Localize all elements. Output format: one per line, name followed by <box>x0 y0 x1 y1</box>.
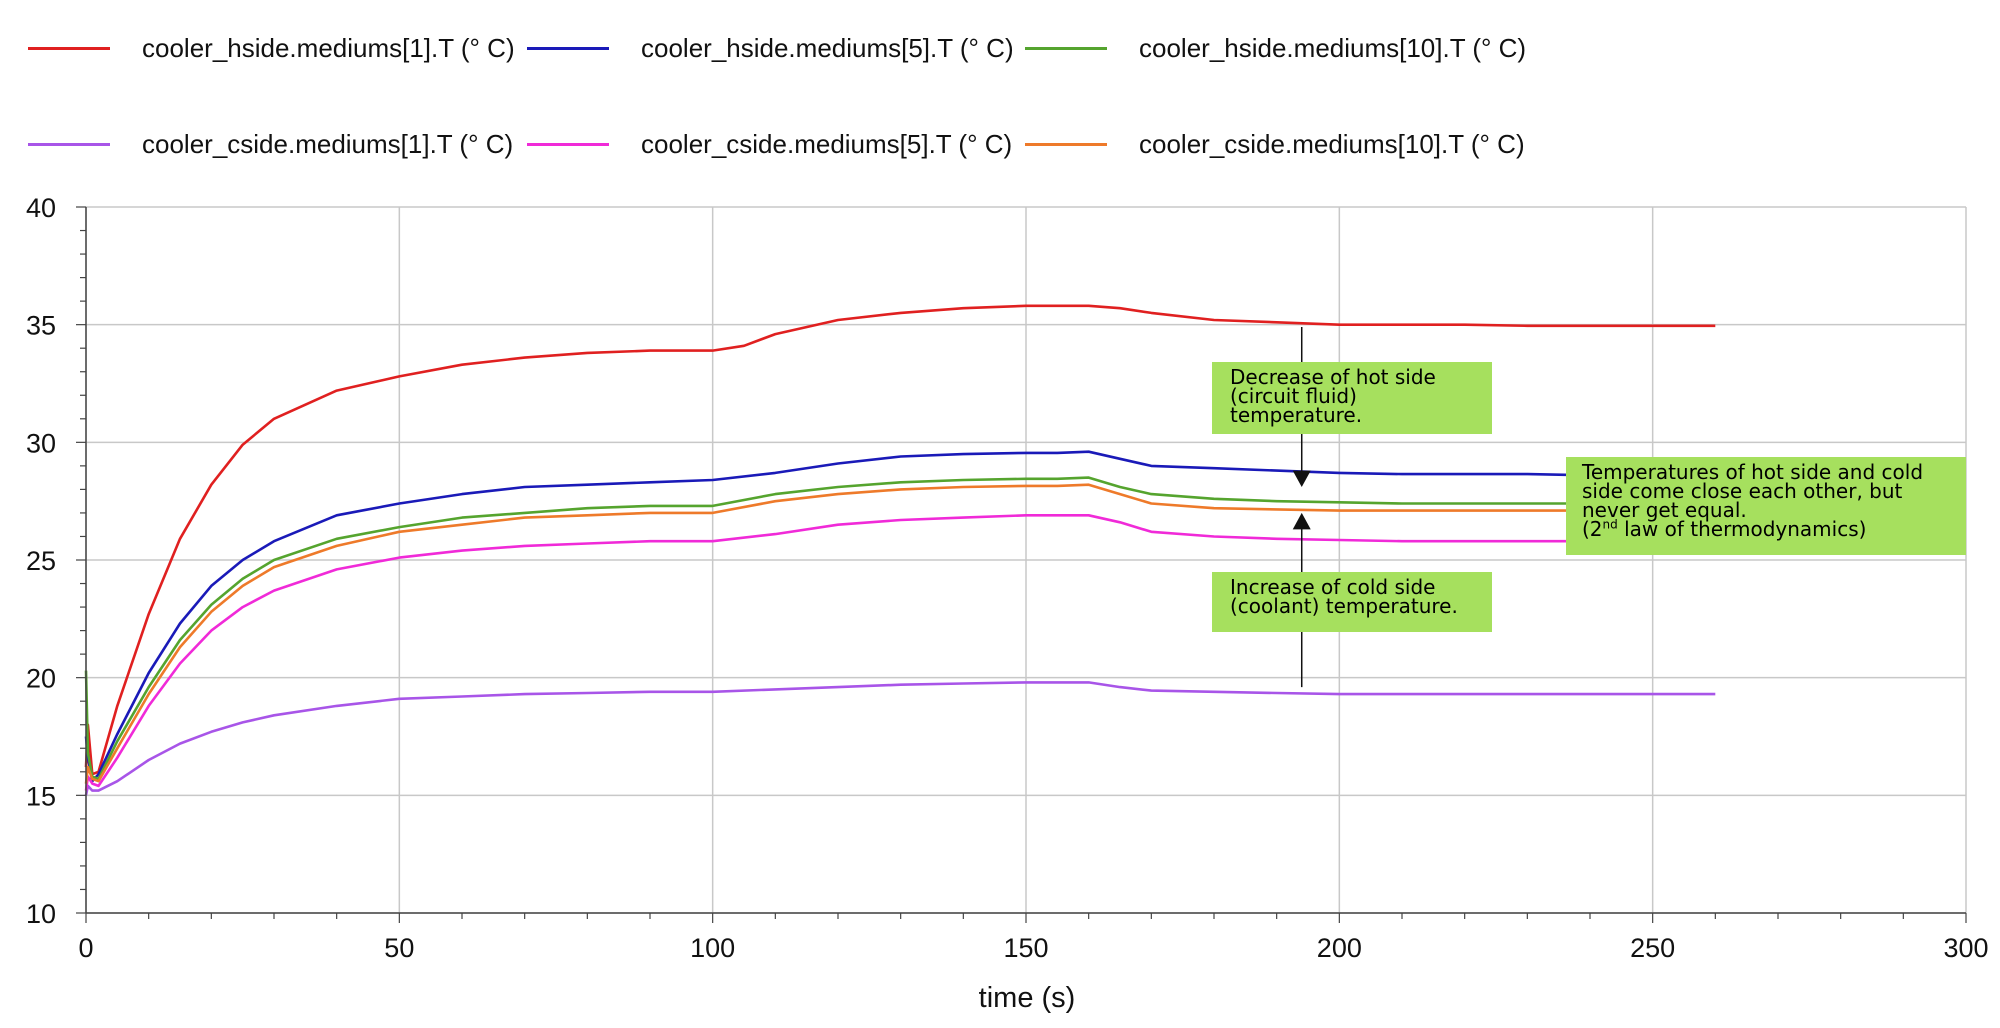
legend-label-cside-10: cooler_cside.mediums[10].T (° C) <box>1139 128 1525 159</box>
legend-swatch-cside-5 <box>527 142 609 146</box>
legend-item-cside-1[interactable]: cooler_cside.mediums[1].T (° C) <box>28 124 513 164</box>
grid <box>85 206 1967 914</box>
law-note-line-4: (2nd law of thermodynamics) <box>1582 517 1956 541</box>
y-tick-label: 25 <box>26 546 56 576</box>
law-note-prefix: (2 <box>1582 517 1603 541</box>
legend-label-hside-10: cooler_hside.mediums[10].T (° C) <box>1139 32 1527 63</box>
hot-side-note: Decrease of hot side (circuit fluid) tem… <box>1212 362 1492 434</box>
series-line-3 <box>84 476 1716 781</box>
series-line-5 <box>84 514 1716 791</box>
cold-side-arrowhead <box>1292 512 1311 530</box>
law-note-line-1: Temperatures of hot side and cold <box>1582 460 1924 484</box>
law-note-line-2: side come close each other, but <box>1582 479 1903 503</box>
y-tick-label: 40 <box>26 193 56 223</box>
x-tick-label: 150 <box>1003 933 1048 963</box>
x-tick-label: 200 <box>1317 933 1362 963</box>
cold-note-line-2: (coolant) temperature. <box>1230 594 1458 618</box>
legend-label-cside-5: cooler_cside.mediums[5].T (° C) <box>641 128 1013 159</box>
legend-label-hside-5: cooler_hside.mediums[5].T (° C) <box>641 32 1014 63</box>
x-tick-label: 250 <box>1630 933 1675 963</box>
legend-item-hside-5[interactable]: cooler_hside.mediums[5].T (° C) <box>527 28 1014 68</box>
series-line-6 <box>84 483 1716 784</box>
hot-side-arrowhead <box>1292 470 1311 488</box>
law-note-line-3: never get equal. <box>1582 498 1747 522</box>
x-axis-label: time (s) <box>979 982 1076 1014</box>
legend: cooler_hside.mediums[1].T (° C) cooler_h… <box>0 0 2000 190</box>
law-note-suffix: law of thermodynamics) <box>1617 517 1867 541</box>
cold-side-note: Increase of cold side (coolant) temperat… <box>1212 572 1492 632</box>
series-line-4 <box>84 681 1716 796</box>
x-tick-label: 300 <box>1943 933 1988 963</box>
y-tick-label: 15 <box>26 781 56 811</box>
hot-note-line-1: Decrease of hot side <box>1230 365 1436 389</box>
hot-note-line-3: temperature. <box>1230 403 1363 427</box>
x-tick-label: 0 <box>78 933 93 963</box>
series-line-1 <box>84 304 1716 776</box>
y-tick-label: 30 <box>26 428 56 458</box>
x-tick-label: 50 <box>384 933 414 963</box>
law-note-sup: nd <box>1602 517 1618 532</box>
y-tick-label: 20 <box>26 664 56 694</box>
hot-note-line-2: (circuit fluid) <box>1230 384 1357 408</box>
legend-swatch-hside-1 <box>28 46 110 50</box>
legend-item-cside-5[interactable]: cooler_cside.mediums[5].T (° C) <box>527 124 1012 164</box>
legend-swatch-hside-10 <box>1025 46 1107 50</box>
legend-label-cside-1: cooler_cside.mediums[1].T (° C) <box>142 128 514 159</box>
x-tick-label: 100 <box>690 933 735 963</box>
legend-item-hside-1[interactable]: cooler_hside.mediums[1].T (° C) <box>28 28 515 68</box>
annotation-arrows <box>1292 327 1311 688</box>
axes <box>76 206 1967 923</box>
legend-swatch-cside-10 <box>1025 142 1107 146</box>
y-tick-label: 35 <box>26 311 56 341</box>
legend-swatch-hside-5 <box>527 46 609 50</box>
series-group <box>84 304 1716 796</box>
legend-item-cside-10[interactable]: cooler_cside.mediums[10].T (° C) <box>1025 124 1525 164</box>
legend-label-hside-1: cooler_hside.mediums[1].T (° C) <box>142 32 515 63</box>
cold-note-line-1: Increase of cold side <box>1230 575 1436 599</box>
thermodynamics-note: Temperatures of hot side and cold side c… <box>1566 457 1966 555</box>
series-line-2 <box>84 450 1716 783</box>
tick-labels: 0 50 100 150 200 250 300 10 15 20 25 30 35 40 <box>26 193 1989 963</box>
legend-item-hside-10[interactable]: cooler_hside.mediums[10].T (° C) <box>1025 28 1526 68</box>
legend-swatch-cside-1 <box>28 142 110 146</box>
y-tick-label: 10 <box>26 899 56 929</box>
